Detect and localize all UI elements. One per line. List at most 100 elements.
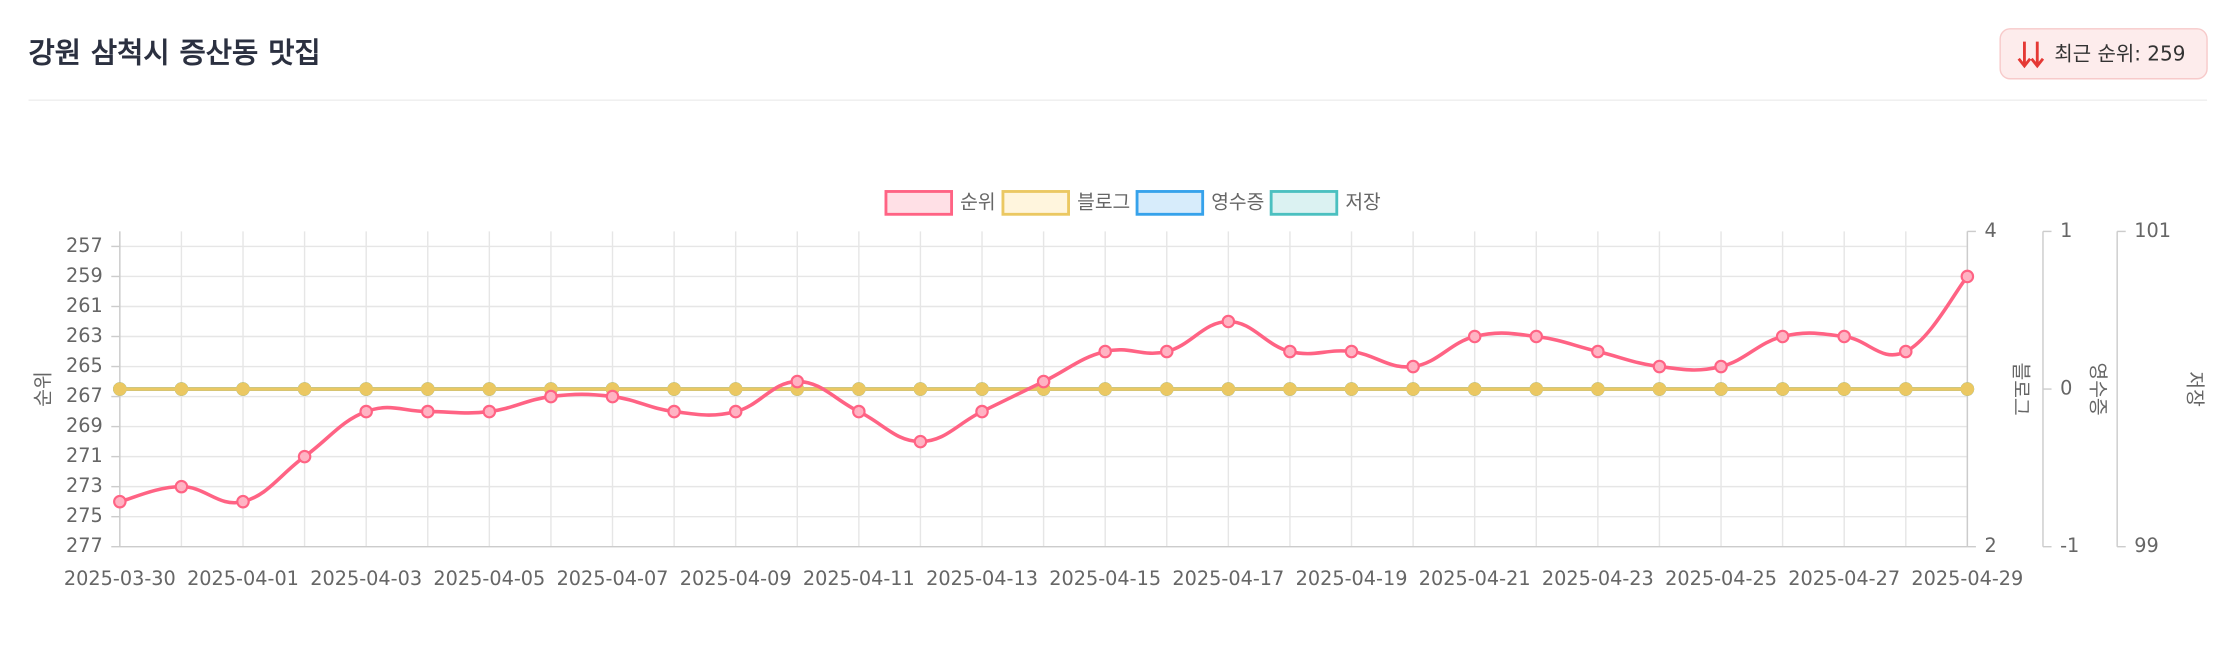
data-point: [544, 389, 558, 404]
data-point: [113, 382, 127, 396]
x-tick-label: 2025-04-09: [680, 567, 792, 590]
y-tick-label: 267: [66, 384, 103, 407]
badge-text: 최근 순위: 259: [2054, 41, 2185, 65]
data-point: [174, 382, 189, 396]
legend-swatch: [1269, 190, 1339, 216]
x-tick-label: 2025-04-13: [926, 567, 1038, 590]
data-point: [1283, 344, 1297, 359]
data-point: [1344, 382, 1359, 396]
legend-label: 영수증: [1211, 190, 1264, 213]
x-tick-label: 2025-04-23: [1542, 567, 1654, 590]
data-point: [1467, 329, 1482, 344]
legend-swatch: [884, 190, 954, 216]
y-tick-label: 277: [66, 534, 103, 557]
x-tick-label: 2025-04-01: [187, 567, 299, 590]
data-point: [297, 449, 312, 464]
data-point: [1652, 359, 1667, 374]
x-tick-label: 2025-04-05: [433, 567, 545, 590]
y3-axis-title: 영수증: [2087, 362, 2110, 415]
data-point: [1899, 382, 1913, 396]
data-point: [1529, 329, 1544, 344]
data-point: [113, 494, 127, 509]
data-point: [1775, 382, 1790, 396]
data-point: [1899, 344, 1913, 359]
data-point: [1837, 329, 1851, 344]
y4-tick-label: 99: [2134, 534, 2159, 557]
data-point: [1344, 344, 1359, 359]
data-point: [975, 404, 989, 419]
x-tick-label: 2025-04-17: [1172, 567, 1284, 590]
y-tick-label: 263: [66, 324, 103, 347]
data-point: [1159, 382, 1174, 396]
x-tick-label: 2025-04-07: [557, 567, 669, 590]
data-point: [1960, 382, 1975, 396]
data-point: [852, 382, 866, 396]
x-tick-label: 2025-04-21: [1419, 567, 1531, 590]
x-tick-label: 2025-04-19: [1296, 567, 1408, 590]
data-point: [1283, 382, 1297, 396]
data-point: [1221, 314, 1236, 329]
legend-swatch: [1135, 190, 1205, 216]
data-point: [913, 382, 928, 396]
data-point: [1406, 359, 1420, 374]
y-tick-label: 259: [66, 264, 103, 287]
data-point: [359, 382, 373, 396]
y-tick-label: 269: [66, 414, 103, 437]
y4-tick-label: 101: [2134, 219, 2171, 242]
y3-tick-label: -1: [2060, 534, 2079, 557]
y-axis-title: 순위: [32, 371, 55, 406]
data-point: [1837, 382, 1851, 396]
data-point: [790, 374, 805, 389]
y-tick-label: 273: [66, 474, 103, 497]
data-point: [359, 404, 373, 419]
data-point: [482, 382, 497, 396]
x-tick-label: 2025-04-03: [310, 567, 422, 590]
data-point: [728, 404, 743, 419]
rank-badge: [1999, 28, 2208, 80]
y3-tick-label: 1: [2060, 219, 2072, 242]
y-tick-label: 261: [66, 294, 103, 317]
rank-icon: [2017, 41, 2045, 69]
data-point: [1714, 382, 1728, 396]
data-point: [1221, 382, 1236, 396]
data-point: [482, 404, 497, 419]
data-point: [605, 389, 620, 404]
data-point: [1714, 359, 1728, 374]
data-point: [420, 382, 435, 396]
y-tick-label: 271: [66, 444, 103, 467]
data-point: [667, 382, 681, 396]
data-point: [852, 404, 866, 419]
y2-axis-title: 블로그: [2010, 362, 2033, 415]
data-point: [1406, 382, 1420, 396]
data-point: [174, 479, 189, 494]
data-point: [1775, 329, 1790, 344]
data-point: [667, 404, 681, 419]
x-tick-label: 2025-04-11: [803, 567, 915, 590]
badge-value: 259: [2147, 41, 2185, 65]
y-tick-label: 275: [66, 504, 103, 527]
page-title: 강원 삼척시 증산동 맛집: [29, 37, 321, 70]
x-tick-label: 2025-03-30: [64, 567, 176, 590]
legend-label: 블로그: [1077, 190, 1130, 213]
data-point: [236, 494, 250, 509]
legend-label: 순위: [960, 190, 995, 213]
x-tick-label: 2025-04-29: [1911, 567, 2023, 590]
data-point: [1652, 382, 1667, 396]
x-tick-label: 2025-04-27: [1788, 567, 1900, 590]
data-point: [420, 404, 435, 419]
legend-label: 저장: [1345, 190, 1381, 213]
data-point: [236, 382, 250, 396]
data-point: [1467, 382, 1482, 396]
badge-label: 최근 순위:: [2054, 41, 2141, 65]
data-point: [728, 382, 743, 396]
data-point: [1960, 269, 1975, 284]
data-point: [1098, 382, 1112, 396]
data-point: [1529, 382, 1544, 396]
y2-tick-label: 4: [1984, 219, 1996, 242]
data-point: [1098, 344, 1112, 359]
data-point: [1591, 382, 1605, 396]
data-point: [1036, 374, 1051, 389]
data-point: [975, 382, 989, 396]
